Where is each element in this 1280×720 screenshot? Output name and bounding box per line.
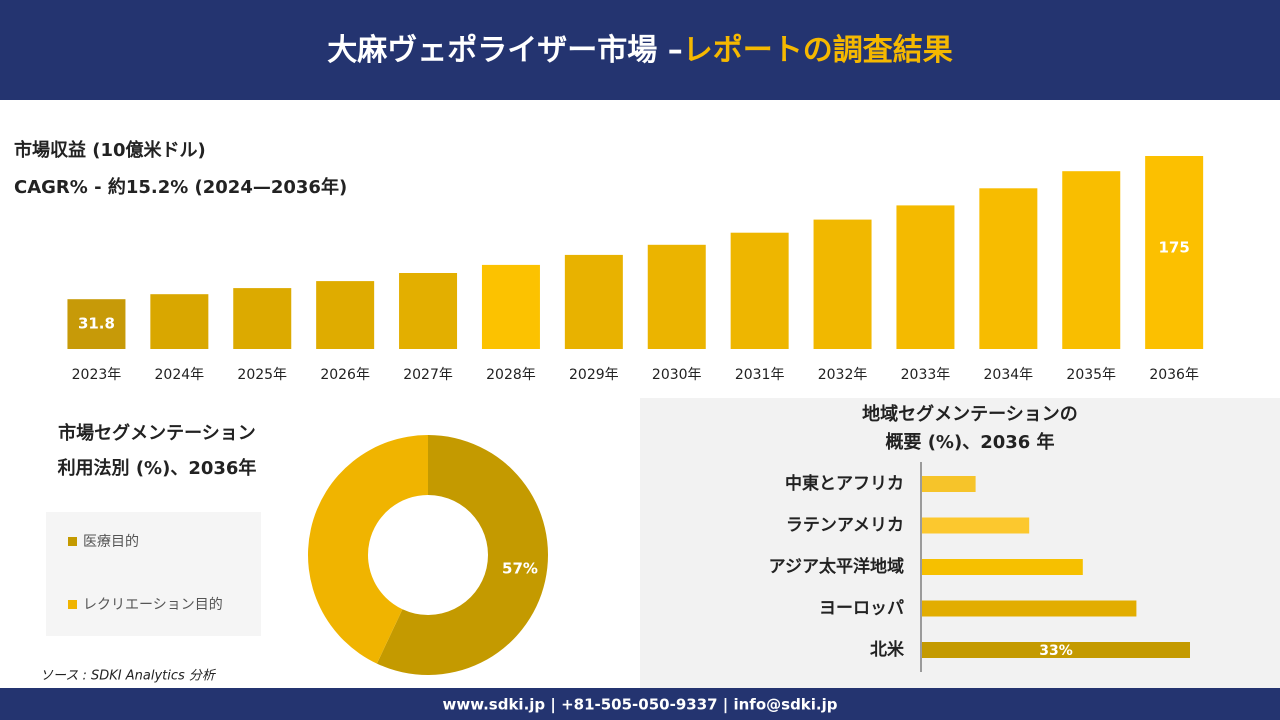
header-title: 大麻ヴェポライザー市場 –レポートの調査結果 [327,33,952,68]
x-tick-label: 2036年 [1149,367,1199,383]
x-tick-label: 2025年 [237,367,287,383]
value-label: 31.8 [78,315,115,333]
y-tick-label: ヨーロッパ [819,599,904,619]
header-bar [0,0,1280,100]
x-tick-label: 2033年 [901,367,951,383]
legend-swatch [68,537,77,546]
hbar-subtitle: 概要 (%)、2036 年 [885,431,1054,453]
legend-label: レクリエーション目的 [83,597,223,613]
x-tick-label: 2027年 [403,367,453,383]
x-tick-label: 2030年 [652,367,702,383]
bar [1062,171,1121,349]
bar-subtitle: CAGR% - 約15.2% (2024—2036年) [14,176,347,198]
value-label: 57% [502,560,538,578]
bar [233,288,292,349]
bar [647,244,706,349]
x-tick-label: 2023年 [72,367,122,383]
bar [399,273,458,349]
x-tick-label: 2026年 [320,367,370,383]
title-highlight: レポートの調査結果 [683,33,953,68]
donut-slice [376,435,548,675]
bar [922,517,1030,534]
legend-swatch [68,600,77,609]
legend-box [46,512,261,636]
pie-title: 市場セグメンテーション [58,422,256,444]
x-tick-label: 2024年 [155,367,205,383]
y-tick-label: 北米 [870,639,905,660]
region-panel [640,398,1280,688]
bar [922,642,1190,658]
y-tick-label: 中東とアフリカ [785,473,904,494]
footer-contact: www.sdki.jp | +81-505-050-9337 | info@sd… [442,696,837,715]
footer-bar [0,688,1280,720]
bar [67,299,126,349]
pie-subtitle: 利用法別 (%)、2036年 [58,457,257,479]
title-main: 大麻ヴェポライザー市場 – [327,33,682,68]
source: ソース : SDKI Analytics 分析 [40,669,217,684]
x-tick-label: 2028年 [486,367,536,383]
value-label: 33% [1039,643,1073,659]
bar [316,281,375,349]
bar [922,476,976,492]
value-label: 175 [1158,239,1189,257]
x-tick-label: 2031年 [735,367,785,383]
y-tick-label: ラテンアメリカ [786,516,904,536]
bar [150,294,209,349]
bar [564,254,623,349]
bar [979,188,1038,349]
legend-label: 医療目的 [83,533,139,550]
bar [896,205,955,349]
bar [922,600,1137,617]
x-tick-label: 2035年 [1066,367,1116,383]
bar [481,264,540,349]
x-tick-label: 2034年 [984,367,1034,383]
bar [813,219,872,349]
bar [1145,156,1204,349]
donut-slice [308,435,428,664]
bar [922,559,1083,575]
x-tick-label: 2029年 [569,367,619,383]
x-tick-label: 2032年 [818,367,868,383]
hbar-title: 地域セグメンテーションの [862,403,1078,425]
bar [730,232,789,349]
y-tick-label: アジア太平洋地域 [769,556,904,577]
bar-title: 市場収益 (10億米ドル) [14,139,206,161]
